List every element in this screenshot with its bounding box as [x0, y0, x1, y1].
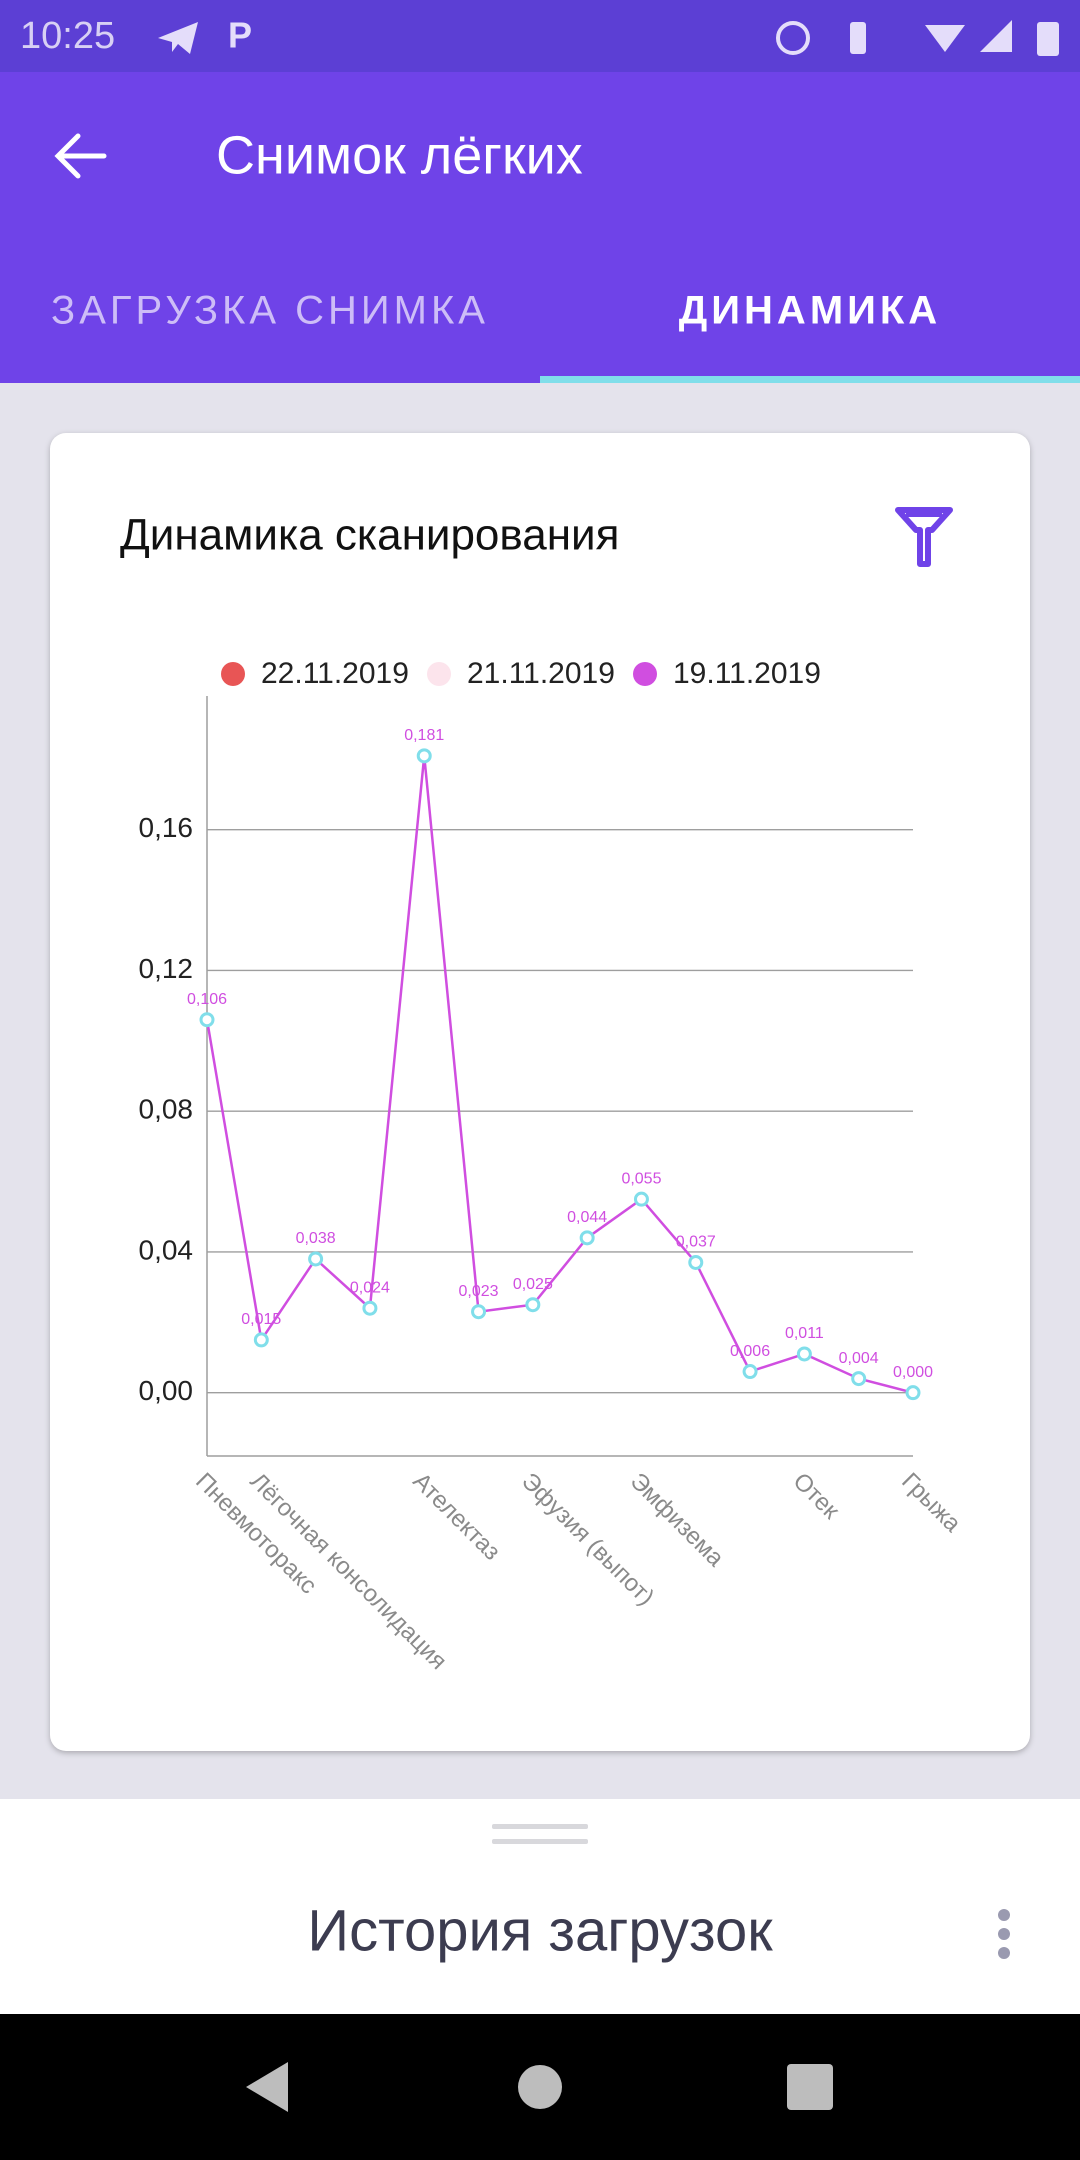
app-title: Снимок лёгких	[216, 125, 583, 185]
nav-back[interactable]	[246, 2062, 288, 2112]
status-bar	[0, 0, 1080, 72]
point	[688, 1254, 704, 1270]
value-label: 0,025	[513, 1276, 553, 1293]
point	[796, 1346, 812, 1362]
value-label: 0,006	[730, 1343, 770, 1360]
legend-swatch	[427, 662, 451, 686]
value-label: 0,055	[621, 1170, 661, 1187]
legend-label: 21.11.2019	[467, 657, 615, 690]
point	[742, 1364, 758, 1380]
legend-label: 22.11.2019	[261, 657, 409, 690]
sheet-title: История загрузок	[307, 1898, 773, 1963]
more-button[interactable]	[998, 1909, 1010, 1959]
nav-recents[interactable]	[787, 2064, 833, 2110]
point	[308, 1251, 324, 1267]
back-button[interactable]	[54, 133, 107, 179]
status-icon: P	[228, 15, 252, 56]
y-tick-label: 0,12	[139, 953, 194, 984]
point	[471, 1304, 487, 1320]
value-label: 0,106	[187, 991, 227, 1008]
y-tick-label: 0,16	[139, 812, 194, 843]
point	[525, 1297, 541, 1313]
line	[205, 755, 914, 1394]
filter-button[interactable]	[895, 507, 953, 567]
value-label: 0,038	[296, 1230, 336, 1247]
value-label: 0,044	[567, 1209, 607, 1226]
value-label: 0,023	[459, 1283, 499, 1300]
y-tick-label: 0,00	[139, 1375, 194, 1406]
value-label: 0,011	[785, 1325, 824, 1342]
tab[interactable]: ЗАГРУЗКА СНИМКА	[51, 289, 489, 333]
app-bar	[0, 72, 1080, 383]
legend-swatch	[633, 662, 657, 686]
card-title: Динамика сканирования	[120, 511, 619, 560]
value-label: 0,037	[676, 1234, 716, 1251]
point	[199, 1012, 215, 1028]
point	[633, 1191, 649, 1207]
value-label: 0,024	[350, 1279, 390, 1296]
y-tick-label: 0,08	[139, 1094, 194, 1125]
legend-swatch	[221, 662, 245, 686]
nav-home[interactable]	[518, 2065, 562, 2109]
tab-indicator	[540, 376, 1080, 383]
point	[579, 1230, 595, 1246]
sheet-handle	[492, 1839, 588, 1844]
status-icons: P	[158, 15, 1059, 56]
value-label: 0,015	[241, 1311, 281, 1328]
card	[50, 433, 1030, 1751]
point	[362, 1300, 378, 1316]
bottom-sheet	[0, 1799, 1080, 2014]
point	[253, 1332, 269, 1348]
point	[416, 748, 432, 764]
value-label: 0,181	[404, 727, 444, 744]
point	[905, 1385, 921, 1401]
tab-active[interactable]: ДИНАМИКА	[679, 289, 941, 333]
value-label: 0,004	[839, 1350, 879, 1367]
legend-label: 19.11.2019	[673, 657, 821, 690]
status-time: 10:25	[20, 15, 115, 57]
point	[851, 1371, 867, 1387]
sheet-handle	[492, 1824, 588, 1829]
y-tick-label: 0,04	[139, 1234, 194, 1265]
value-label: 0,000	[893, 1364, 933, 1381]
